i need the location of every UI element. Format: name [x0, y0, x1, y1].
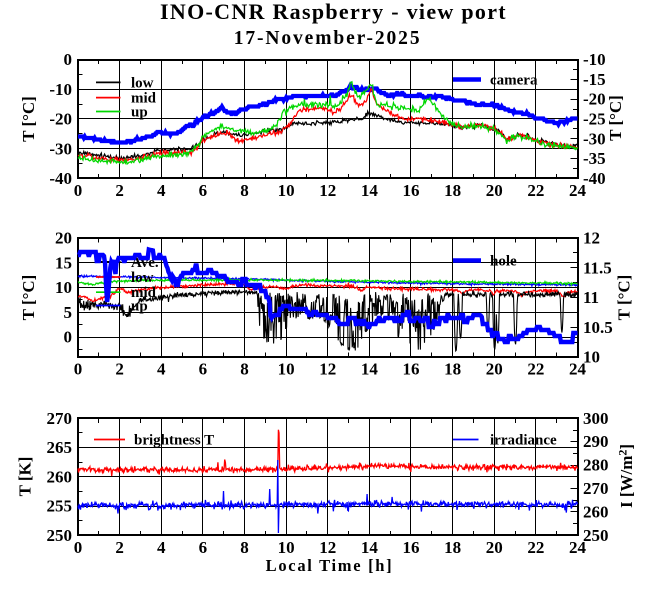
svg-text:0: 0 — [74, 181, 83, 200]
svg-text:0: 0 — [74, 360, 83, 379]
svg-text:18: 18 — [444, 538, 461, 557]
svg-text:255: 255 — [47, 497, 73, 516]
svg-text:250: 250 — [47, 526, 73, 545]
svg-text:0: 0 — [74, 538, 83, 557]
svg-text:low: low — [131, 270, 154, 286]
svg-text:mid: mid — [131, 285, 157, 301]
svg-text:24: 24 — [569, 360, 587, 379]
svg-text:12: 12 — [319, 538, 336, 557]
svg-text:up: up — [131, 299, 148, 315]
svg-text:280: 280 — [583, 456, 609, 475]
svg-text:22: 22 — [527, 360, 544, 379]
svg-text:camera: camera — [490, 73, 538, 89]
svg-text:24: 24 — [569, 538, 587, 557]
svg-text:250: 250 — [583, 526, 609, 545]
svg-text:10: 10 — [278, 181, 295, 200]
svg-text:11.5: 11.5 — [583, 258, 612, 277]
svg-text:22: 22 — [527, 538, 544, 557]
svg-text:irradiance: irradiance — [490, 433, 557, 449]
svg-text:10: 10 — [583, 348, 600, 367]
svg-text:11: 11 — [583, 288, 599, 307]
svg-text:16: 16 — [403, 181, 420, 200]
svg-text:270: 270 — [583, 479, 609, 498]
svg-text:T [°C]: T [°C] — [606, 95, 625, 141]
svg-text:-10: -10 — [583, 50, 606, 69]
svg-text:INO-CNR Raspberry - view port: INO-CNR Raspberry - view port — [160, 0, 507, 24]
svg-text:300: 300 — [583, 409, 609, 428]
svg-text:14: 14 — [361, 181, 379, 200]
svg-text:24: 24 — [569, 181, 587, 200]
svg-text:6: 6 — [199, 360, 208, 379]
svg-text:12: 12 — [319, 360, 336, 379]
svg-text:-35: -35 — [583, 149, 606, 168]
svg-text:8: 8 — [240, 360, 249, 379]
svg-text:4: 4 — [157, 181, 166, 200]
svg-text:2: 2 — [115, 538, 124, 557]
svg-text:Local Time [h]: Local Time [h] — [266, 556, 394, 575]
svg-text:16: 16 — [403, 360, 420, 379]
svg-text:20: 20 — [486, 538, 503, 557]
svg-text:mid: mid — [131, 91, 157, 107]
svg-text:-20: -20 — [583, 90, 606, 109]
svg-text:-20: -20 — [49, 110, 72, 129]
svg-text:T [°C]: T [°C] — [19, 275, 38, 321]
svg-text:10: 10 — [278, 360, 295, 379]
svg-text:-40: -40 — [49, 169, 72, 188]
svg-text:-30: -30 — [583, 129, 606, 148]
svg-text:14: 14 — [361, 538, 379, 557]
svg-text:18: 18 — [444, 360, 461, 379]
svg-text:T [°C]: T [°C] — [19, 96, 38, 142]
svg-text:8: 8 — [240, 181, 249, 200]
svg-text:2: 2 — [115, 360, 124, 379]
svg-text:brightness T: brightness T — [134, 433, 214, 449]
svg-text:260: 260 — [47, 467, 73, 486]
svg-text:20: 20 — [486, 181, 503, 200]
svg-text:low: low — [131, 75, 154, 91]
svg-text:18: 18 — [444, 181, 461, 200]
svg-text:270: 270 — [47, 409, 73, 428]
svg-text:20: 20 — [486, 360, 503, 379]
svg-text:20: 20 — [55, 229, 72, 248]
svg-text:265: 265 — [47, 438, 73, 457]
svg-text:4: 4 — [157, 360, 166, 379]
svg-text:8: 8 — [240, 538, 249, 557]
svg-text:6: 6 — [199, 181, 208, 200]
svg-text:-30: -30 — [49, 139, 72, 158]
svg-text:290: 290 — [583, 432, 609, 451]
svg-text:4: 4 — [157, 538, 166, 557]
svg-text:up: up — [131, 105, 148, 121]
svg-text:T [K]: T [K] — [16, 457, 35, 497]
svg-text:-10: -10 — [49, 80, 72, 99]
svg-text:0: 0 — [64, 50, 73, 69]
svg-text:14: 14 — [361, 360, 379, 379]
svg-text:hole: hole — [490, 254, 517, 270]
svg-text:6: 6 — [199, 538, 208, 557]
svg-text:0: 0 — [64, 328, 73, 347]
svg-text:15: 15 — [55, 253, 72, 272]
svg-text:-15: -15 — [583, 70, 606, 89]
svg-text:10: 10 — [55, 278, 72, 297]
svg-text:T [°C]: T [°C] — [615, 275, 634, 321]
svg-text:12: 12 — [583, 229, 600, 248]
svg-text:-40: -40 — [583, 169, 606, 188]
svg-text:260: 260 — [583, 502, 609, 521]
svg-text:10.5: 10.5 — [583, 318, 613, 337]
svg-text:I [W/m2]: I [W/m2] — [616, 444, 637, 508]
svg-text:22: 22 — [527, 181, 544, 200]
svg-text:16: 16 — [403, 538, 420, 557]
svg-text:10: 10 — [278, 538, 295, 557]
svg-text:2: 2 — [115, 181, 124, 200]
svg-text:12: 12 — [319, 181, 336, 200]
svg-text:-25: -25 — [583, 110, 606, 129]
svg-text:5: 5 — [64, 303, 73, 322]
svg-text:17-November-2025: 17-November-2025 — [234, 28, 422, 49]
